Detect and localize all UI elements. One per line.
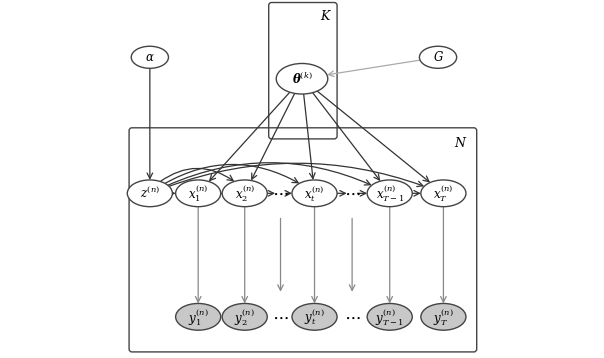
Text: $y_1^{(n)}$: $y_1^{(n)}$ (188, 306, 208, 328)
Text: $x_2^{(n)}$: $x_2^{(n)}$ (234, 183, 255, 204)
Text: $y_T^{(n)}$: $y_T^{(n)}$ (433, 306, 454, 328)
Ellipse shape (127, 180, 172, 207)
Ellipse shape (131, 46, 169, 68)
Text: $x_1^{(n)}$: $x_1^{(n)}$ (188, 183, 208, 204)
Text: $\boldsymbol{\theta}^{(k)}$: $\boldsymbol{\theta}^{(k)}$ (292, 71, 312, 87)
Ellipse shape (367, 180, 413, 207)
Ellipse shape (222, 180, 268, 207)
Ellipse shape (367, 304, 413, 330)
Text: $y_2^{(n)}$: $y_2^{(n)}$ (234, 306, 255, 328)
Text: $x_t^{(n)}$: $x_t^{(n)}$ (304, 183, 325, 204)
Text: $x_T^{(n)}$: $x_T^{(n)}$ (433, 183, 454, 204)
Text: $\cdots$: $\cdots$ (344, 308, 361, 326)
Text: $x_{T-1}^{(n)}$: $x_{T-1}^{(n)}$ (376, 183, 404, 204)
Text: $\cdots$: $\cdots$ (272, 308, 289, 326)
Ellipse shape (176, 180, 220, 207)
Ellipse shape (421, 304, 466, 330)
Text: $y_t^{(n)}$: $y_t^{(n)}$ (304, 306, 325, 327)
Text: $z^{(n)}$: $z^{(n)}$ (140, 185, 160, 201)
Ellipse shape (421, 180, 466, 207)
Ellipse shape (292, 304, 337, 330)
Text: $G$: $G$ (432, 50, 443, 64)
Ellipse shape (276, 63, 328, 94)
Ellipse shape (419, 46, 457, 68)
Text: $y_{T-1}^{(n)}$: $y_{T-1}^{(n)}$ (375, 306, 404, 328)
Text: $\cdots$: $\cdots$ (272, 184, 289, 202)
Ellipse shape (292, 180, 337, 207)
Text: $\cdots$: $\cdots$ (344, 184, 361, 202)
Ellipse shape (176, 304, 220, 330)
Text: $N$: $N$ (454, 136, 467, 150)
Text: $K$: $K$ (320, 9, 332, 23)
Ellipse shape (222, 304, 268, 330)
Text: $\alpha$: $\alpha$ (145, 51, 155, 64)
